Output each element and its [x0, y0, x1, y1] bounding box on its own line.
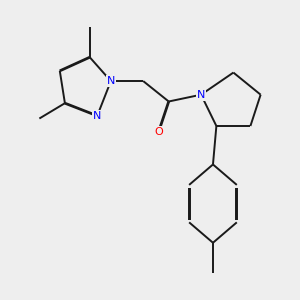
- Text: N: N: [93, 111, 101, 121]
- Text: O: O: [154, 127, 163, 137]
- Text: N: N: [197, 90, 205, 100]
- Text: N: N: [107, 76, 115, 86]
